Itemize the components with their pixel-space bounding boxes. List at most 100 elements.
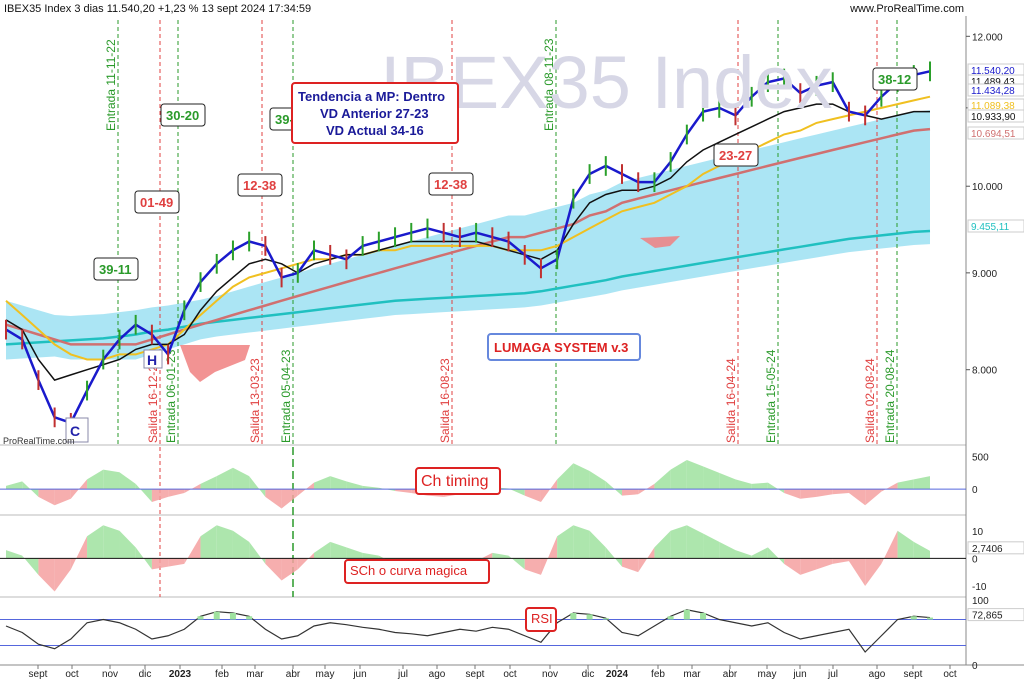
timing-tick: 0 — [972, 485, 978, 496]
price-label-text: 11.489,43 — [971, 77, 1015, 88]
sch-segment — [281, 558, 298, 581]
timing-segment — [784, 489, 801, 499]
sch-segment — [654, 530, 671, 559]
x-tick-label: oct — [943, 669, 957, 680]
signal-box-text: 39-11 — [99, 262, 132, 277]
sch-segment — [87, 525, 104, 559]
panel-label-frame — [344, 559, 490, 584]
exit-label: Salida 02-08-24 — [863, 358, 877, 443]
x-tick-label: jun — [352, 669, 366, 680]
rsi-tick: 0 — [972, 661, 978, 672]
timing-segment — [395, 489, 412, 493]
sch-segment — [800, 558, 817, 575]
sch-segment — [314, 541, 331, 559]
signal-box: 38-12 — [872, 67, 918, 91]
x-tick-label: dic — [139, 669, 152, 680]
sch-segment — [767, 547, 785, 564]
sch-segment — [362, 552, 379, 559]
price-tick-label: 10.000 — [972, 182, 1003, 193]
entry-label: Entrada 05-04-23 — [279, 349, 293, 443]
timing-segment — [265, 489, 282, 509]
x-tick-label: abr — [286, 669, 301, 680]
sch-segment — [346, 547, 363, 559]
timing-segment — [281, 489, 298, 509]
vd-previous: VD Anterior 27-23 — [320, 106, 429, 121]
timing-segment — [703, 466, 720, 490]
sch-segment — [784, 558, 801, 575]
signal-box: 30-20 — [160, 103, 206, 127]
sch-segment — [103, 525, 120, 559]
sch-segment — [70, 536, 88, 570]
exit-label: Salida 16-08-23 — [438, 358, 452, 443]
rsi-line — [5, 609, 931, 653]
x-tick-label: abr — [723, 669, 738, 680]
timing-segment — [686, 459, 704, 490]
sch-segment — [832, 558, 849, 564]
marker-c-frame — [65, 417, 89, 443]
sch-segment — [703, 533, 720, 559]
signal-box-frame — [872, 67, 918, 91]
timing-segment — [184, 483, 201, 493]
x-tick-label: may — [758, 669, 777, 680]
signal-box-text: 38-12 — [878, 72, 911, 87]
timing-segment — [6, 481, 23, 490]
sch-segment — [508, 555, 525, 570]
timing-segment — [216, 467, 233, 490]
entry-label: Entrada 11-11-22 — [104, 39, 118, 131]
marker-c-text: C — [70, 423, 80, 439]
prorealtime-logo: ProRealTime.com — [3, 436, 75, 446]
x-tick-label: dic — [582, 669, 595, 680]
entry-label: Entrada 20-08-24 — [883, 349, 897, 443]
timing-segment — [103, 469, 120, 490]
timing-segment — [719, 472, 736, 490]
sch-segment — [249, 541, 266, 564]
sch-segment — [865, 558, 882, 586]
signal-box-frame — [134, 190, 180, 214]
system-name: LUMAGA SYSTEM v.3 — [494, 340, 628, 355]
timing-segment — [232, 467, 250, 490]
timing-segment — [816, 489, 833, 497]
x-tick-label: may — [316, 669, 335, 680]
timing-segment — [54, 489, 71, 506]
vd-current: VD Actual 34-16 — [326, 123, 424, 138]
signal-box-frame — [237, 173, 283, 197]
timing-segment — [346, 481, 363, 490]
rsi-tick: 100 — [972, 596, 989, 607]
sch-segment — [6, 550, 23, 559]
signal-box-text: 30-20 — [166, 108, 199, 123]
timing-segment — [589, 470, 606, 490]
x-tick-label: sept — [29, 669, 48, 680]
marker-h-frame — [143, 349, 163, 369]
price-tick-label: 12.000 — [972, 32, 1003, 43]
marker-c: C — [65, 417, 89, 443]
sch-segment — [735, 550, 752, 559]
timing-segment — [249, 476, 266, 497]
timing-segment — [654, 469, 671, 490]
panel-label-text: SCh o curva magica — [350, 563, 468, 578]
panel-label-text: RSI — [531, 611, 553, 626]
sch-segment — [897, 530, 914, 559]
system-box-frame — [487, 333, 641, 361]
signal-box: 39-11 — [93, 257, 139, 281]
x-tick-label: ago — [429, 669, 446, 680]
panel-label-frame — [415, 467, 501, 495]
sch-segment — [524, 558, 541, 575]
signal-lines: Entrada 11-11-22 Entrada 06-01-23 Entrada … — [104, 20, 898, 597]
x-tick-label: mar — [683, 669, 701, 680]
x-tick-label: 2023 — [169, 669, 192, 680]
sch-segment — [816, 558, 833, 570]
sch-segment — [476, 552, 493, 562]
sch-segment — [881, 530, 898, 564]
sch-segment — [670, 525, 687, 559]
sch-segment — [605, 547, 622, 567]
x-tick-label: mar — [246, 669, 264, 680]
sch-segment — [200, 525, 217, 559]
price-label-text: 11.089,38 — [971, 101, 1015, 112]
sch-segment — [168, 558, 185, 567]
timing-segment — [605, 481, 622, 496]
sch-segment — [297, 552, 314, 570]
source-link[interactable]: www.ProRealTime.com — [850, 3, 964, 15]
timing-segment — [897, 479, 914, 490]
timing-segment — [87, 469, 104, 490]
sch-segment — [184, 536, 201, 564]
